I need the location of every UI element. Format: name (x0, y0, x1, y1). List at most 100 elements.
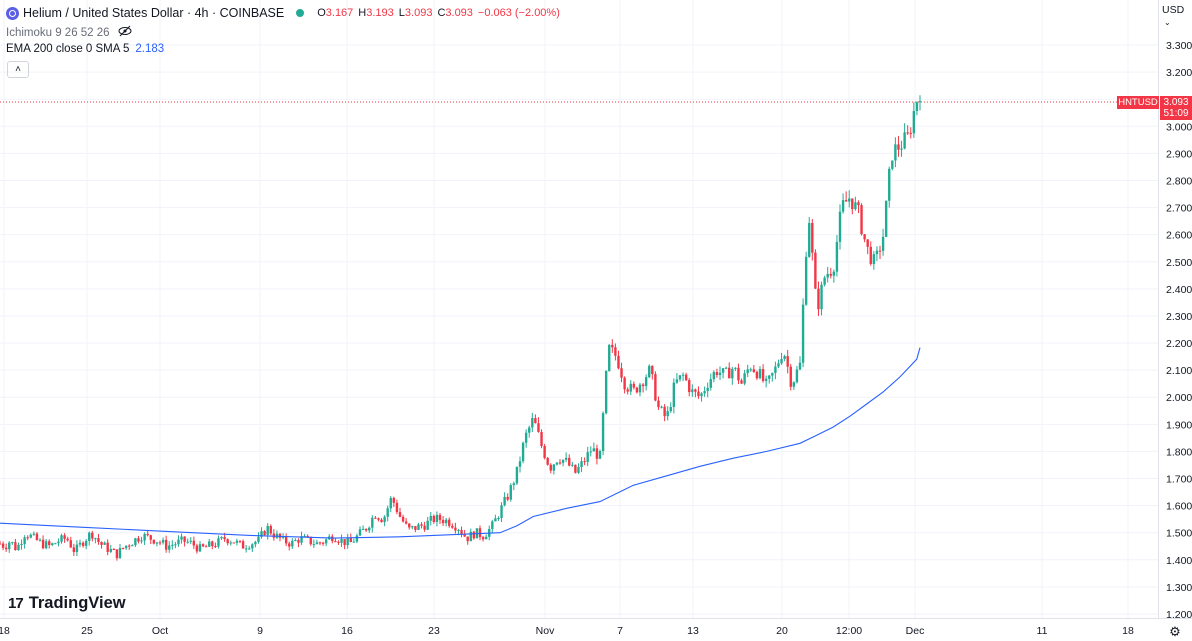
price-tick-label: 3.000 (1166, 121, 1192, 133)
candle-body (666, 411, 669, 417)
price-tick-label: 2.900 (1166, 148, 1192, 160)
candle-body (552, 464, 556, 471)
candle-body (838, 211, 842, 242)
candle-body (420, 524, 423, 526)
ema-legend[interactable]: EMA 200 close 0 SMA 5 2.183 (6, 43, 164, 55)
candle-body (817, 288, 820, 310)
candle-body (201, 544, 205, 547)
candle-body (771, 372, 774, 376)
candle-body (906, 132, 909, 134)
candle-body (371, 517, 374, 528)
candle-body (463, 534, 466, 537)
price-tick-label: 2.800 (1166, 175, 1192, 187)
candle-body (444, 519, 448, 524)
candle-body (383, 516, 386, 523)
candle-body (878, 250, 882, 252)
time-tick-label: Nov (536, 625, 555, 637)
candle-body (694, 389, 697, 392)
price-change: −0.063 (−2.00%) (477, 7, 560, 19)
candle-body (288, 543, 291, 547)
time-tick-label: 20 (776, 625, 788, 637)
candle-body (660, 406, 663, 408)
candle-body (17, 544, 20, 551)
candle-body (404, 521, 408, 524)
candle-body (346, 537, 349, 546)
candle-body (112, 548, 116, 550)
candle-body (789, 366, 792, 387)
candle-body (484, 536, 488, 540)
candle-body (340, 539, 343, 543)
price-tick-label: 2.100 (1166, 365, 1192, 377)
candle-body (731, 368, 734, 379)
ichimoku-legend[interactable]: Ichimoku 9 26 52 26 (6, 25, 132, 40)
candle-body (217, 538, 220, 547)
low-label: L (398, 7, 405, 19)
eye-crossed-icon[interactable] (118, 25, 132, 40)
candle-body (401, 516, 405, 522)
candle-body (44, 541, 48, 549)
candle-body (241, 541, 245, 549)
close-value: 3.093 (445, 7, 473, 19)
candle-body (41, 539, 45, 549)
candle-body (48, 541, 51, 545)
candle-body (823, 277, 826, 285)
candle-body (395, 502, 399, 513)
candle-body (826, 273, 829, 278)
candle-body (238, 540, 242, 542)
collapse-legend-button[interactable]: ˄ (7, 61, 29, 78)
candle-body (851, 198, 854, 210)
candle-body (198, 544, 202, 552)
candle-body (118, 547, 122, 559)
candle-body (63, 535, 66, 539)
time-tick-label: 16 (341, 625, 353, 637)
price-scale: 3.3003.2003.1003.0002.9002.8002.7002.600… (1166, 40, 1192, 621)
candle-body (260, 531, 263, 537)
candle-body (500, 505, 503, 518)
tradingview-logo[interactable]: 17 TradingView (8, 594, 126, 613)
candle-body (574, 464, 577, 473)
candle-body (706, 387, 709, 392)
candle-body (4, 547, 8, 550)
candle-body (155, 542, 159, 544)
candle-body (746, 369, 749, 374)
candle-body (392, 497, 396, 503)
candle-body (841, 200, 845, 212)
candle-body (429, 515, 432, 521)
candle-body (558, 462, 562, 464)
candle-body (183, 536, 186, 542)
candle-body (358, 529, 362, 536)
candle-body (524, 432, 528, 443)
time-tick-label: 18 (0, 625, 10, 637)
candle-body (681, 374, 685, 376)
gear-icon[interactable]: ⚙ (1169, 624, 1181, 639)
time-tick-label: 11 (1037, 625, 1048, 637)
candle-body (168, 545, 171, 550)
time-tick-label: 18 (1122, 625, 1134, 637)
candle-body (564, 457, 568, 460)
candle-body (595, 448, 599, 459)
candle-body (51, 543, 54, 545)
symbol-title[interactable]: Helium / United States Dollar · 4h · COI… (23, 6, 285, 20)
candle-body (66, 538, 69, 541)
candle-body (912, 111, 916, 134)
candle-body (623, 377, 626, 390)
candle-body (549, 464, 552, 471)
candle-body (875, 250, 879, 255)
price-tick-label: 2.700 (1166, 203, 1192, 215)
candle-body (718, 372, 722, 375)
candle-body (528, 427, 531, 433)
candle-body (91, 532, 94, 539)
candle-body (380, 519, 383, 523)
candle-body (509, 485, 512, 500)
candle-body (786, 356, 789, 367)
currency-selector[interactable]: USD ⌄ (1162, 4, 1186, 27)
market-status-icon[interactable] (296, 9, 305, 17)
candle-body (860, 205, 863, 235)
candle-body (709, 379, 712, 388)
candle-body (161, 539, 165, 543)
candle-body (546, 457, 549, 465)
candle-body (204, 546, 208, 548)
symbol-legend[interactable]: Helium / United States Dollar · 4h · COI… (6, 6, 560, 20)
candle-body (192, 540, 196, 546)
